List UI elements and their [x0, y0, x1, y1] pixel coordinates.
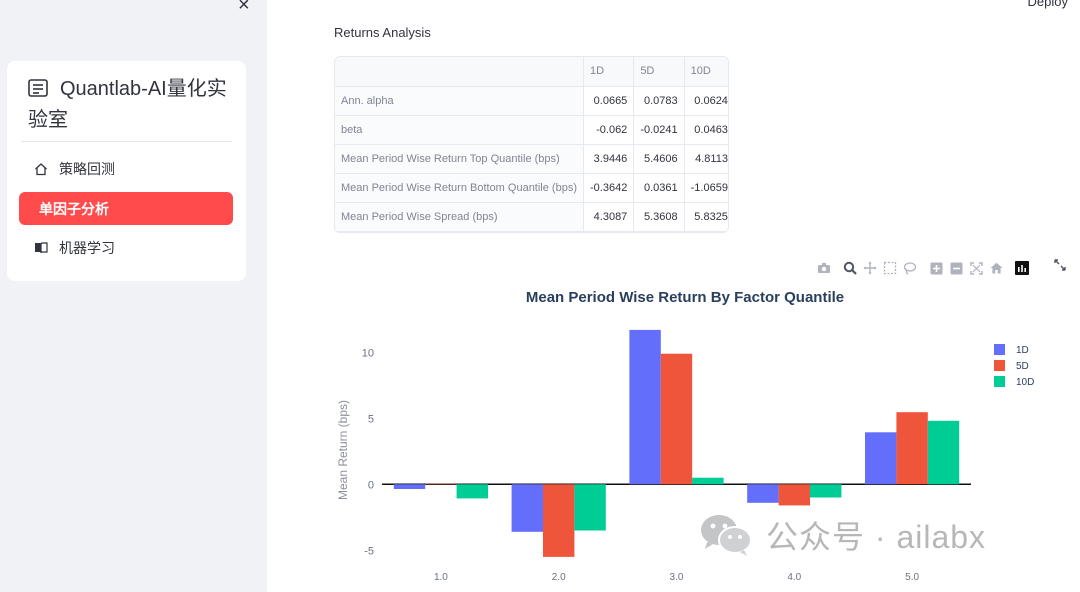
table-cell: -0.3642 — [583, 173, 635, 203]
y-axis-title: Mean Return (bps) — [336, 400, 350, 500]
section-title: Returns Analysis — [334, 25, 431, 40]
table-row: beta -0.062 -0.0241 0.0463 — [335, 115, 728, 145]
column-header[interactable]: 10D — [684, 57, 728, 87]
camera-icon[interactable] — [816, 260, 832, 276]
table-cell: 5.3608 — [633, 202, 685, 232]
bar-10D-q3.0[interactable] — [692, 477, 724, 485]
table-row: Ann. alpha 0.0665 0.0783 0.0624 — [335, 86, 728, 116]
legend-swatch[interactable] — [994, 360, 1005, 371]
row-label: Mean Period Wise Return Bottom Quantile … — [335, 173, 584, 203]
menu-title-text: Quantlab-AI量化实验室 — [28, 78, 227, 131]
lasso-icon[interactable] — [902, 260, 918, 276]
table-cell: 0.0665 — [583, 86, 635, 116]
menu-item-machine-learning[interactable]: 机器学习 — [19, 231, 233, 264]
y-tick-label: 0 — [368, 479, 374, 491]
bar-5D-q1.0[interactable] — [425, 483, 457, 485]
deploy-button[interactable]: Deploy — [1027, 0, 1068, 9]
column-header[interactable]: 1D — [583, 57, 635, 87]
table-row: Mean Period Wise Return Top Quantile (bp… — [335, 144, 728, 174]
zoom-icon[interactable] — [842, 260, 858, 276]
menu-item-backtest[interactable]: 策略回测 — [19, 152, 233, 185]
legend-label[interactable]: 5D — [1016, 361, 1029, 372]
x-tick-label: 5.0 — [905, 572, 919, 583]
legend-swatch[interactable] — [994, 376, 1005, 387]
legend-label[interactable]: 1D — [1016, 345, 1029, 356]
x-tick-label: 4.0 — [787, 572, 801, 583]
autoscale-icon[interactable] — [968, 260, 984, 276]
row-label: Mean Period Wise Spread (bps) — [335, 202, 584, 232]
sidebar: × Quantlab-AI量化实验室 策略回测 单因子分析 — [0, 0, 267, 592]
menu-item-label: 策略回测 — [59, 160, 115, 177]
bar-5D-q4.0[interactable] — [778, 484, 810, 506]
menu-item-single-factor[interactable]: 单因子分析 — [19, 192, 233, 225]
bar-5D-q3.0[interactable] — [660, 353, 693, 485]
table-cell: -1.0659 — [684, 173, 728, 203]
legend-swatch[interactable] — [994, 344, 1005, 355]
plotly-logo-icon[interactable] — [1014, 260, 1030, 276]
bar-1D-q4.0[interactable] — [747, 484, 779, 503]
y-tick-label: -5 — [364, 545, 374, 557]
document-icon — [28, 77, 48, 106]
table-row: Mean Period Wise Return Bottom Quantile … — [335, 173, 728, 203]
x-tick-label: 1.0 — [434, 572, 448, 583]
home-outline-icon — [33, 161, 49, 177]
reset-axes-icon[interactable] — [988, 260, 1004, 276]
y-tick-label: 5 — [368, 413, 374, 425]
fullscreen-icon[interactable] — [1053, 258, 1067, 272]
table-header-row: 1D 5D 10D — [335, 57, 728, 87]
wechat-icon — [701, 515, 752, 556]
menu-item-label: 单因子分析 — [39, 200, 109, 217]
bar-10D-q2.0[interactable] — [574, 484, 606, 531]
bar-10D-q1.0[interactable] — [456, 484, 488, 499]
close-sidebar-button[interactable]: × — [238, 0, 250, 16]
table-row: Mean Period Wise Spread (bps) 4.3087 5.3… — [335, 202, 728, 232]
table-cell: 4.8113 — [684, 144, 728, 174]
legend-label[interactable]: 10D — [1016, 377, 1034, 388]
bar-5D-q2.0[interactable] — [543, 484, 575, 557]
column-header[interactable] — [335, 57, 584, 87]
menu-divider — [21, 141, 232, 142]
book-icon — [33, 240, 49, 256]
column-header[interactable]: 5D — [633, 57, 685, 87]
table-cell: -0.0241 — [633, 115, 685, 145]
table-cell: 0.0361 — [633, 173, 685, 203]
bar-chart[interactable]: Mean Period Wise Return By Factor Quanti… — [330, 282, 1070, 592]
pan-icon[interactable] — [862, 260, 878, 276]
table-cell: 5.4606 — [633, 144, 685, 174]
menu-item-label: 机器学习 — [59, 239, 115, 256]
row-label: beta — [335, 115, 584, 145]
table-cell: -0.062 — [583, 115, 635, 145]
bar-1D-q3.0[interactable] — [629, 329, 661, 485]
bar-1D-q2.0[interactable] — [511, 484, 543, 532]
zoom-out-icon[interactable] — [948, 260, 964, 276]
table-cell: 4.3087 — [583, 202, 635, 232]
watermark-text: 公众号 · ailabx — [766, 519, 987, 555]
box-select-icon[interactable] — [882, 260, 898, 276]
watermark: 公众号 · ailabx — [698, 512, 986, 558]
table-cell: 0.0463 — [684, 115, 728, 145]
zoom-in-icon[interactable] — [928, 260, 944, 276]
chart-title: Mean Period Wise Return By Factor Quanti… — [526, 289, 844, 306]
chart-modebar — [816, 260, 1034, 276]
bar-5D-q5.0[interactable] — [896, 412, 928, 485]
x-tick-label: 3.0 — [670, 572, 684, 583]
bar-1D-q1.0[interactable] — [393, 484, 426, 489]
bar-10D-q4.0[interactable] — [810, 484, 842, 498]
table-cell: 0.0783 — [633, 86, 685, 116]
table-cell: 0.0624 — [684, 86, 728, 116]
table-cell: 5.8325 — [684, 202, 728, 232]
row-label: Ann. alpha — [335, 86, 584, 116]
table-cell: 3.9446 — [583, 144, 635, 174]
x-tick-label: 2.0 — [552, 572, 566, 583]
bar-1D-q5.0[interactable] — [865, 432, 897, 485]
y-tick-label: 10 — [362, 347, 374, 359]
row-label: Mean Period Wise Return Top Quantile (bp… — [335, 144, 584, 174]
returns-table[interactable]: 1D 5D 10D Ann. alpha 0.0665 0.0783 0.062… — [334, 56, 729, 233]
option-menu: Quantlab-AI量化实验室 策略回测 单因子分析 机器学习 — [7, 61, 246, 281]
menu-title: Quantlab-AI量化实验室 — [28, 75, 228, 135]
bar-10D-q5.0[interactable] — [927, 420, 960, 485]
